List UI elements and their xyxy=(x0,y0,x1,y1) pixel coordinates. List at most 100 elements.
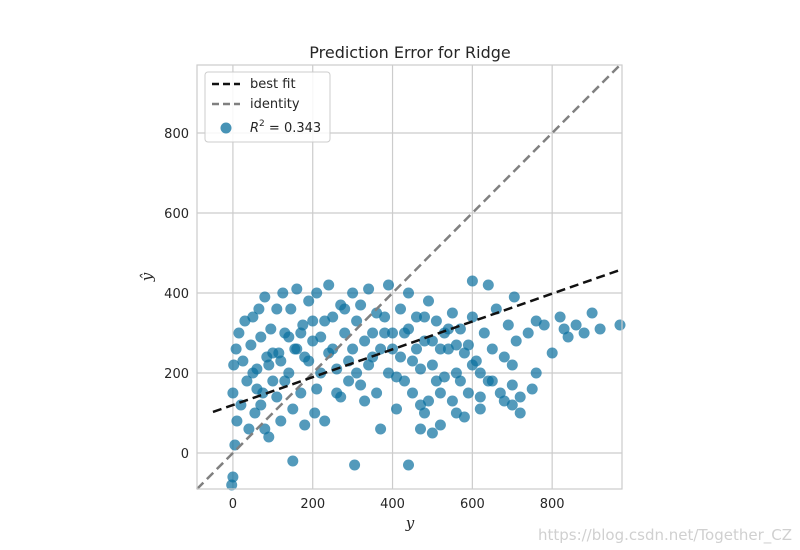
data-point xyxy=(247,367,259,379)
data-point xyxy=(351,367,363,379)
data-point xyxy=(450,339,462,351)
data-point xyxy=(438,371,450,383)
y-tick-label: 0 xyxy=(181,447,189,462)
data-point xyxy=(446,395,458,407)
data-point xyxy=(375,423,387,435)
data-point xyxy=(371,387,383,399)
data-point xyxy=(474,391,486,403)
data-point xyxy=(415,363,426,375)
x-tick-label: 400 xyxy=(380,497,405,512)
data-point xyxy=(407,387,418,399)
data-point xyxy=(423,295,434,307)
data-point xyxy=(383,367,394,379)
data-point xyxy=(522,327,534,339)
data-point xyxy=(490,303,502,315)
data-point xyxy=(450,407,462,419)
data-point xyxy=(291,343,303,355)
data-point xyxy=(303,295,315,307)
data-point xyxy=(363,283,375,295)
data-point xyxy=(283,331,295,343)
data-point xyxy=(267,375,279,387)
data-point xyxy=(586,307,598,319)
data-point xyxy=(323,279,335,291)
data-point xyxy=(403,323,414,335)
data-point xyxy=(277,287,289,299)
legend: best fit identity R2 = 0.343 xyxy=(204,71,331,143)
data-point xyxy=(249,407,261,419)
data-point xyxy=(578,327,590,339)
identity-line xyxy=(196,64,621,490)
data-point xyxy=(355,379,367,391)
data-point xyxy=(454,375,466,387)
data-point xyxy=(434,387,446,399)
watermark: https://blog.csdn.net/Together_CZ xyxy=(537,526,792,544)
y-tick-label: 200 xyxy=(164,367,189,382)
data-point xyxy=(267,347,279,359)
data-point xyxy=(255,331,267,343)
data-point xyxy=(265,323,277,335)
data-point xyxy=(349,459,361,471)
data-point xyxy=(315,331,327,343)
data-point xyxy=(411,343,422,355)
data-point xyxy=(343,375,355,387)
data-point xyxy=(462,387,474,399)
data-point xyxy=(359,395,371,407)
data-point xyxy=(379,311,391,323)
data-point xyxy=(478,327,490,339)
data-point xyxy=(227,387,239,399)
data-point xyxy=(426,335,438,347)
data-point xyxy=(359,335,371,347)
data-point xyxy=(379,327,391,339)
legend-r2-prefix: R xyxy=(250,121,259,136)
data-point xyxy=(391,403,402,415)
plot-area xyxy=(196,64,626,491)
data-point xyxy=(287,403,299,415)
data-point xyxy=(279,375,291,387)
data-point xyxy=(295,327,307,339)
y-tick-labels: 0 200 400 600 800 xyxy=(164,127,189,462)
data-point xyxy=(241,375,253,387)
data-point xyxy=(275,355,287,367)
data-point xyxy=(383,279,394,291)
best-fit-line xyxy=(212,268,623,414)
legend-points-swatch xyxy=(220,122,232,134)
data-point xyxy=(434,343,446,355)
data-point xyxy=(546,347,558,359)
data-point xyxy=(255,399,267,411)
data-point xyxy=(426,359,438,371)
data-point xyxy=(245,339,257,351)
data-point xyxy=(514,391,526,403)
plot-frame xyxy=(196,64,623,490)
data-point xyxy=(299,419,311,431)
data-point xyxy=(287,455,299,467)
data-point xyxy=(506,399,518,411)
data-point xyxy=(419,407,430,419)
data-point xyxy=(275,415,287,427)
data-point xyxy=(259,423,271,435)
data-point xyxy=(307,315,319,327)
data-point xyxy=(570,319,582,331)
data-point xyxy=(403,459,414,471)
data-point xyxy=(355,299,367,311)
data-point xyxy=(474,367,486,379)
data-point xyxy=(387,327,398,339)
data-point xyxy=(510,335,522,347)
data-point xyxy=(458,347,470,359)
legend-r2-label: R2 = 0.343 xyxy=(250,119,321,136)
data-point xyxy=(295,387,307,399)
data-point xyxy=(411,311,422,323)
data-point xyxy=(558,323,570,335)
data-point xyxy=(339,327,351,339)
x-tick-labels: 0 200 400 600 800 xyxy=(229,497,565,512)
scatter-points xyxy=(226,275,626,491)
x-axis-label: y xyxy=(405,514,415,532)
data-point xyxy=(259,291,271,303)
data-point xyxy=(230,343,242,355)
y-tick-label: 600 xyxy=(164,207,189,222)
data-point xyxy=(347,287,359,299)
legend-r2-value: = 0.343 xyxy=(265,121,321,136)
data-point xyxy=(419,311,430,323)
data-point xyxy=(228,359,240,371)
x-tick-label: 600 xyxy=(460,497,485,512)
